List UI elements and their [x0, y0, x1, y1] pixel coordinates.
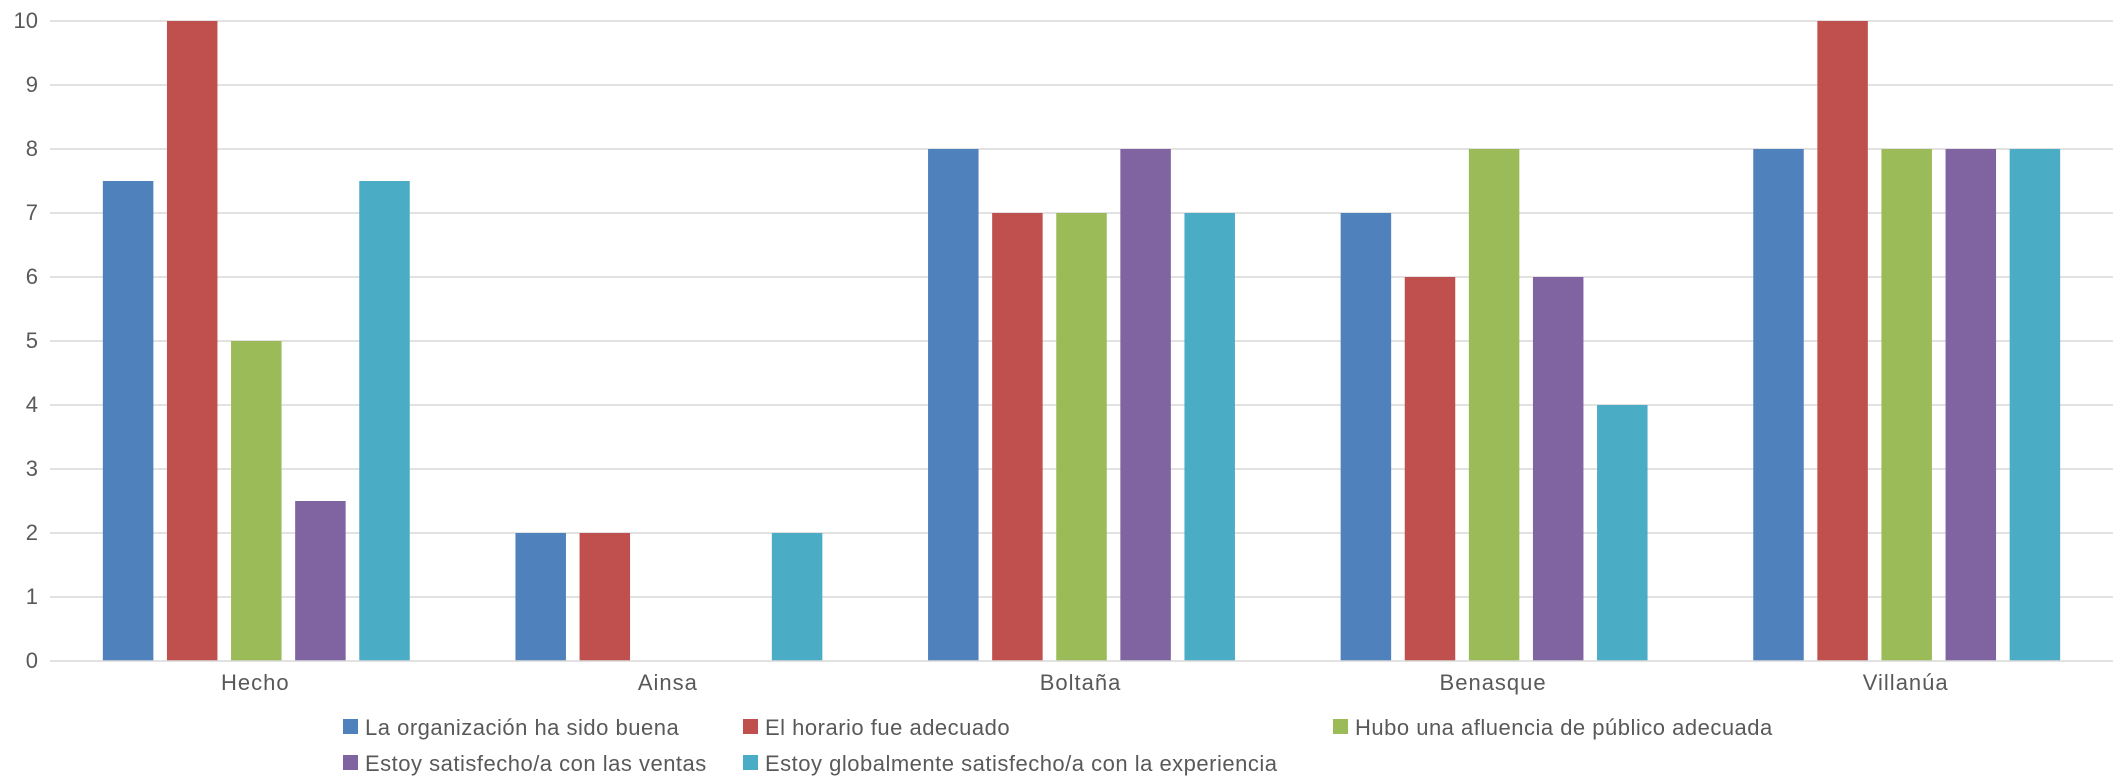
y-tick-label: 3	[26, 456, 38, 481]
legend-label: La organización ha sido buena	[365, 715, 679, 740]
y-tick-label: 1	[26, 584, 38, 609]
y-axis-tick-labels: 0 1 2 3 4 5 6 7 8 9 10	[14, 8, 38, 673]
bar	[295, 501, 346, 661]
x-category-label: Benasque	[1440, 670, 1547, 695]
bar	[1753, 149, 1804, 661]
y-tick-label: 9	[26, 72, 38, 97]
bar	[102, 181, 154, 661]
bar	[1817, 21, 1868, 661]
bar	[771, 533, 823, 661]
bar	[515, 533, 566, 661]
y-tick-label: 7	[26, 200, 38, 225]
y-tick-label: 0	[26, 648, 38, 673]
bar	[359, 181, 410, 661]
bar	[579, 533, 631, 661]
y-tick-label: 2	[26, 520, 38, 545]
y-tick-label: 6	[26, 264, 38, 289]
legend-label: Hubo una afluencia de público adecuada	[1355, 715, 1773, 740]
x-category-label: Ainsa	[638, 670, 698, 695]
y-tick-label: 4	[26, 392, 38, 417]
y-tick-label: 8	[26, 136, 38, 161]
legend-swatch	[743, 719, 758, 734]
bar	[1056, 213, 1107, 661]
x-category-label: Boltaña	[1040, 670, 1122, 695]
bar	[166, 21, 218, 661]
bar	[2009, 149, 2061, 661]
bar	[1597, 405, 1648, 661]
x-category-label: Villanúa	[1863, 670, 1949, 695]
bar	[1184, 213, 1235, 661]
legend-swatch	[1333, 719, 1348, 734]
legend-label: El horario fue adecuado	[765, 715, 1010, 740]
bars	[102, 21, 2061, 661]
x-category-label: Hecho	[221, 670, 290, 695]
legend-swatch	[343, 755, 358, 770]
legend-swatch	[343, 719, 358, 734]
bar	[1881, 149, 1932, 661]
bar	[1340, 213, 1392, 661]
bar	[1532, 277, 1584, 661]
y-tick-label: 10	[14, 8, 38, 33]
bar	[1945, 149, 1997, 661]
bar	[928, 149, 979, 661]
bar	[1468, 149, 1520, 661]
legend-swatch	[743, 755, 758, 770]
x-axis-category-labels: Hecho Ainsa Boltaña Benasque Villanúa	[221, 670, 1949, 695]
bar	[992, 213, 1043, 661]
legend-label: Estoy globalmente satisfecho/a con la ex…	[765, 751, 1278, 776]
bar	[1120, 149, 1171, 661]
legend: La organización ha sido buena El horario …	[343, 715, 1773, 776]
legend-label: Estoy satisfecho/a con las ventas	[365, 751, 707, 776]
bar	[1404, 277, 1456, 661]
bar	[231, 341, 282, 661]
y-tick-label: 5	[26, 328, 38, 353]
